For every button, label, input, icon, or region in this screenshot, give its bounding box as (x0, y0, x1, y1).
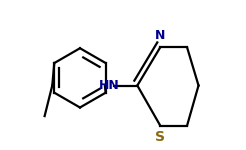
Text: HN: HN (99, 79, 120, 92)
Text: S: S (155, 130, 165, 144)
Text: N: N (155, 29, 166, 42)
